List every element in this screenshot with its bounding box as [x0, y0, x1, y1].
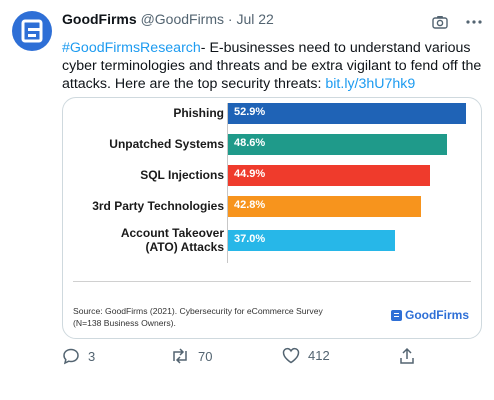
brand-name: GoodFirms	[404, 308, 469, 322]
hashtag-link[interactable]: #GoodFirmsResearch	[62, 40, 201, 56]
bar-label: Unpatched Systems	[109, 137, 224, 151]
tweet-header: GoodFirms @GoodFirms · Jul 22	[62, 11, 274, 31]
bar-value-label: 48.6%	[234, 136, 266, 149]
bar: 48.6%	[228, 133, 447, 155]
tweet-body: - E-businesses need to understand variou…	[62, 40, 482, 92]
tweet-actions: 3 70 412	[62, 347, 482, 367]
source-line-1: Source: GoodFirms (2021). Cybersecurity …	[73, 306, 323, 316]
bar: 52.9%	[228, 102, 467, 124]
bar-chart: Phishing 52.9% Unpatched Systems 48.6% SQL I…	[63, 98, 481, 298]
chart-axis-line	[227, 103, 228, 263]
bar-value-label: 37.0%	[234, 232, 266, 245]
retweet-action[interactable]: 70	[170, 347, 212, 365]
header-icons	[432, 15, 482, 29]
reply-count: 3	[88, 348, 96, 364]
goodfirms-logo-icon	[21, 19, 43, 43]
bar-label: Account Takeover (ATO) Attacks	[120, 226, 224, 254]
bar-value-label: 42.8%	[234, 198, 266, 211]
bar-label: 3rd Party Technologies	[92, 199, 224, 213]
avatar[interactable]	[12, 11, 52, 51]
bar-value-label: 44.9%	[234, 167, 266, 180]
chart-source: Source: GoodFirms (2021). Cybersecurity …	[73, 305, 323, 329]
reply-icon[interactable]	[62, 347, 80, 365]
retweet-icon[interactable]	[170, 347, 190, 365]
share-icon[interactable]	[399, 347, 415, 365]
like-count: 412	[308, 348, 330, 363]
bar: 44.9%	[228, 164, 431, 186]
author-name[interactable]: GoodFirms	[62, 11, 137, 27]
source-line-2: (N=138 Business Owners).	[73, 318, 176, 328]
more-icon[interactable]	[466, 20, 482, 24]
bar: 37.0%	[228, 229, 395, 251]
author-handle[interactable]: @GoodFirms	[140, 11, 225, 27]
brand-logo: GoodFirms	[390, 308, 469, 322]
retweet-count: 70	[198, 348, 213, 364]
tweet-date[interactable]: Jul 22	[236, 11, 274, 27]
like-icon[interactable]	[282, 347, 300, 364]
separator-dot: ·	[227, 11, 233, 27]
reply-action[interactable]: 3	[62, 347, 95, 365]
goodfirms-brand-icon	[390, 309, 402, 321]
bar: 42.8%	[228, 195, 421, 217]
bar-value-label: 52.9%	[234, 105, 266, 118]
media-card[interactable]: Phishing 52.9% Unpatched Systems 48.6% SQL I…	[62, 97, 482, 339]
like-action[interactable]: 412	[282, 347, 330, 364]
url-link[interactable]: bit.ly/3hU7hk9	[325, 76, 416, 92]
bar-label: SQL Injections	[140, 168, 224, 182]
camera-icon[interactable]	[432, 15, 448, 29]
tweet-text: #GoodFirmsResearch- E-businesses need to…	[62, 39, 482, 93]
bar-label: Phishing	[173, 106, 224, 120]
share-action[interactable]	[399, 347, 415, 365]
card-divider	[73, 281, 471, 282]
